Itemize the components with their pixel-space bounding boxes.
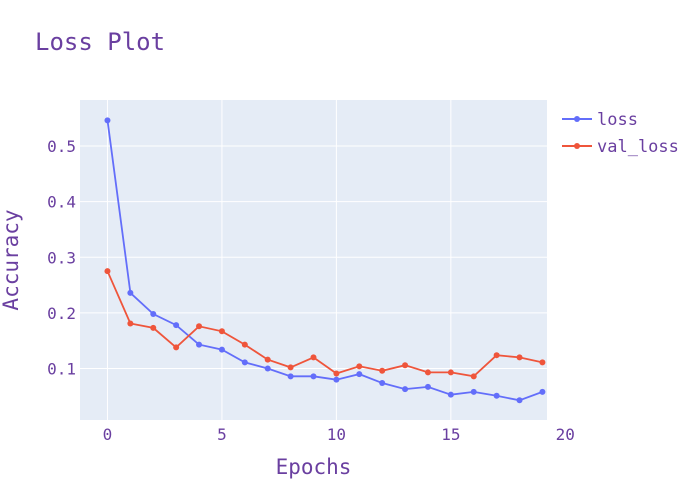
x-tick-label: 10 — [327, 425, 346, 444]
data-point-val_loss — [539, 359, 546, 366]
y-tick-label: 0.1 — [47, 360, 76, 379]
data-point-val_loss — [402, 362, 409, 369]
series-line-val_loss — [106, 270, 543, 378]
data-point-loss — [470, 388, 477, 395]
x-tick-labels: 0 5 10 15 20 — [103, 425, 575, 444]
legend-point-marker — [574, 116, 580, 122]
data-point-loss — [150, 311, 157, 318]
data-point-val_loss — [310, 354, 317, 361]
chart-title: Loss Plot — [35, 28, 165, 56]
data-point-val_loss — [150, 324, 157, 331]
data-point-loss — [310, 373, 317, 380]
legend-item-loss[interactable]: loss — [562, 110, 638, 130]
plot-area — [80, 100, 547, 420]
legend-label: val_loss — [597, 137, 679, 157]
data-point-val_loss — [493, 352, 500, 359]
legend: loss val_loss — [562, 110, 679, 157]
grid-lines — [80, 100, 566, 420]
data-point-loss — [516, 397, 523, 404]
data-point-loss — [539, 388, 546, 395]
x-tick-label: 0 — [103, 425, 113, 444]
y-tick-label: 0.3 — [47, 248, 76, 267]
x-tick-label: 15 — [441, 425, 460, 444]
data-point-loss — [173, 322, 180, 329]
data-point-val_loss — [127, 320, 134, 327]
data-point-val_loss — [447, 369, 454, 376]
data-point-val_loss — [379, 367, 386, 374]
data-point-val_loss — [241, 341, 248, 348]
legend-label: loss — [597, 110, 638, 130]
data-point-loss — [333, 376, 340, 383]
data-point-loss — [402, 386, 409, 393]
x-tick-label: 5 — [217, 425, 227, 444]
data-point-loss — [287, 373, 294, 380]
data-point-loss — [241, 359, 248, 366]
data-point-val_loss — [196, 323, 203, 330]
y-tick-labels: 0.1 0.2 0.3 0.4 0.5 — [47, 137, 76, 379]
data-point-val_loss — [218, 328, 225, 335]
legend-item-val_loss[interactable]: val_loss — [562, 137, 679, 157]
data-point-val_loss — [287, 364, 294, 371]
y-axis-title: Accuracy — [0, 209, 23, 310]
data-point-loss — [356, 371, 363, 378]
data-point-val_loss — [264, 356, 271, 363]
y-tick-label: 0.5 — [47, 137, 76, 156]
legend-point-marker — [574, 143, 580, 149]
data-point-val_loss — [333, 370, 340, 377]
data-point-loss — [218, 346, 225, 353]
series-lines — [106, 120, 543, 402]
series-line-loss — [106, 120, 543, 402]
data-point-loss — [264, 365, 271, 372]
series-points — [104, 117, 546, 404]
data-point-val_loss — [424, 369, 431, 376]
data-point-val_loss — [104, 268, 111, 275]
data-point-loss — [196, 341, 203, 348]
data-point-val_loss — [356, 363, 363, 370]
data-point-val_loss — [470, 373, 477, 380]
data-point-loss — [424, 383, 431, 390]
data-point-loss — [104, 117, 111, 124]
data-point-loss — [447, 391, 454, 398]
data-point-loss — [379, 380, 386, 387]
data-point-val_loss — [516, 354, 523, 361]
y-tick-label: 0.4 — [47, 193, 76, 212]
x-tick-label: 20 — [556, 425, 575, 444]
data-point-val_loss — [173, 344, 180, 351]
y-tick-label: 0.2 — [47, 304, 76, 323]
data-point-loss — [493, 392, 500, 399]
x-axis-title: Epochs — [276, 455, 352, 479]
data-point-loss — [127, 289, 134, 296]
